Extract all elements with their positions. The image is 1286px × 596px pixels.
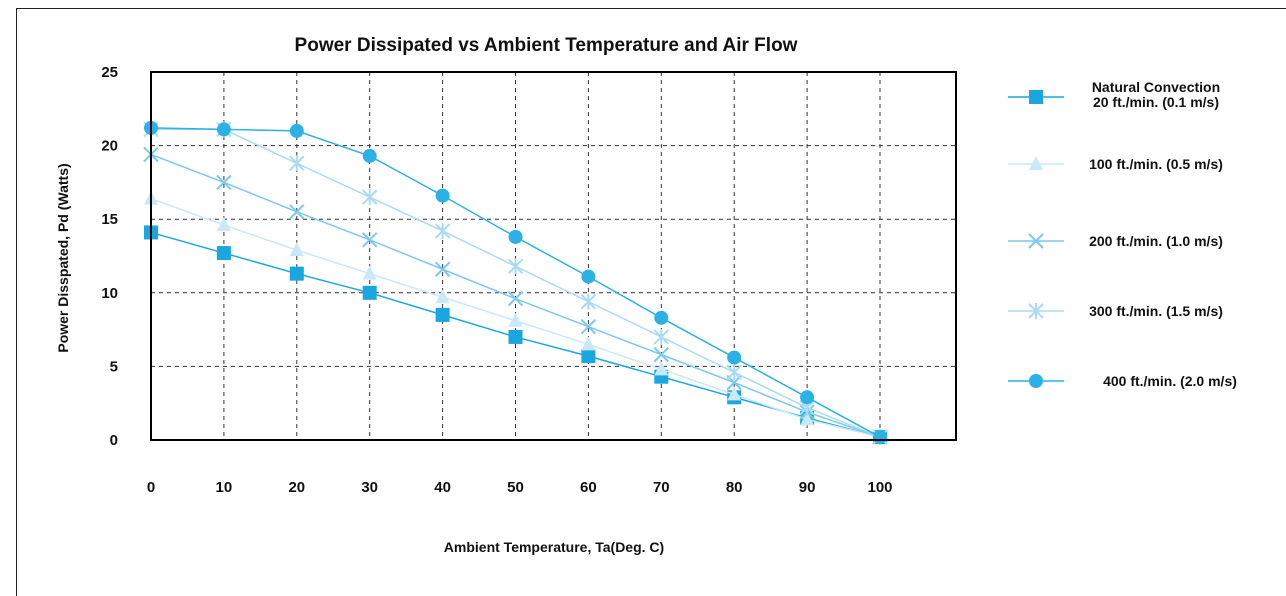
data-point-x (507, 290, 524, 307)
data-point-triangle (289, 242, 304, 257)
data-point-circle (654, 310, 669, 325)
legend-item: 100 ft./min. (0.5 m/s) (1008, 156, 1223, 172)
data-point-circle (435, 188, 450, 203)
legend-marker-square (1029, 90, 1043, 104)
data-point-triangle (800, 411, 815, 426)
data-point-circle (216, 122, 231, 137)
legend-item: 400 ft./min. (2.0 m/s) (1008, 373, 1237, 389)
data-point-triangle (581, 336, 596, 351)
data-point-star (653, 328, 670, 345)
y-tick-label: 5 (110, 358, 118, 375)
plot-area (150, 71, 957, 441)
series-layer (143, 120, 888, 446)
x-tick-label: 30 (361, 479, 378, 496)
data-point-square (508, 329, 523, 344)
data-point-star (289, 155, 305, 172)
legend-label: 300 ft./min. (1.5 m/s) (1089, 303, 1223, 319)
y-tick-label: 25 (101, 64, 118, 81)
chart-frame (16, 8, 1286, 596)
data-point-star (434, 222, 451, 239)
legend-marker-x (1028, 233, 1044, 249)
legend-label: Natural Convection (1092, 79, 1220, 95)
data-point-triangle (654, 361, 669, 376)
data-point-star (580, 293, 597, 310)
data-point-x (653, 346, 670, 363)
data-point-triangle (435, 289, 450, 304)
x-tick-label: 20 (288, 479, 305, 496)
data-point-triangle (216, 217, 231, 232)
legend-marker-triangle (1029, 156, 1043, 170)
data-point-square (581, 349, 596, 364)
legend-label: 100 ft./min. (0.5 m/s) (1089, 156, 1223, 172)
data-point-circle (581, 269, 596, 284)
data-point-square (289, 266, 304, 281)
x-tick-label: 0 (147, 479, 155, 496)
series-circle (144, 120, 887, 445)
data-point-x (434, 261, 451, 277)
data-point-circle (289, 123, 304, 138)
series-triangle (144, 190, 887, 444)
y-axis-label: Power Disspated, Pd (Watts) (55, 163, 71, 352)
data-point-circle (508, 229, 523, 244)
legend-item: 200 ft./min. (1.0 m/s) (1008, 233, 1223, 249)
tick-labels: 0 10 20 30 40 50 60 70 80 90 100 0 5 10 15 20 25 (101, 64, 892, 496)
data-point-square (435, 307, 450, 322)
data-point-square (216, 246, 231, 261)
data-point-star (507, 258, 524, 275)
y-tick-label: 15 (101, 211, 118, 228)
data-point-circle (873, 430, 887, 445)
legend-marker-circle (1029, 374, 1043, 388)
y-tick-label: 0 (110, 432, 118, 449)
x-tick-label: 90 (799, 479, 816, 496)
legend-label: 20 ft./min. (0.1 m/s) (1093, 94, 1219, 110)
data-point-star (726, 364, 742, 381)
data-point-square (362, 285, 377, 300)
x-axis-label: Ambient Temperature, Ta(Deg. C) (444, 539, 664, 555)
chart-title: Power Dissipated vs Ambient Temperature … (295, 35, 798, 56)
y-tick-label: 10 (101, 285, 118, 302)
x-tick-label: 50 (507, 479, 524, 496)
data-point-x (216, 174, 232, 191)
data-point-x (361, 232, 378, 248)
data-point-circle (800, 390, 815, 405)
data-point-triangle (362, 265, 377, 280)
legend-item: 300 ft./min. (1.5 m/s) (1008, 303, 1223, 319)
x-tick-label: 40 (434, 479, 451, 496)
x-tick-label: 60 (580, 479, 597, 496)
data-point-star (361, 189, 378, 206)
data-point-circle (727, 350, 742, 365)
legend-label: 200 ft./min. (1.0 m/s) (1089, 233, 1223, 249)
x-tick-label: 80 (726, 479, 743, 496)
data-point-x (580, 318, 597, 335)
series-x (143, 146, 888, 445)
data-point-triangle (508, 312, 523, 327)
data-point-x (289, 204, 305, 220)
legend-label: 400 ft./min. (2.0 m/s) (1103, 373, 1237, 389)
x-tick-label: 70 (653, 479, 670, 496)
data-point-triangle (727, 386, 742, 401)
legend-marker-star (1028, 303, 1044, 319)
x-tick-label: 10 (216, 479, 233, 496)
data-point-circle (362, 148, 377, 163)
y-tick-label: 20 (101, 138, 118, 155)
x-tick-label: 100 (867, 479, 892, 496)
grid (151, 72, 956, 440)
